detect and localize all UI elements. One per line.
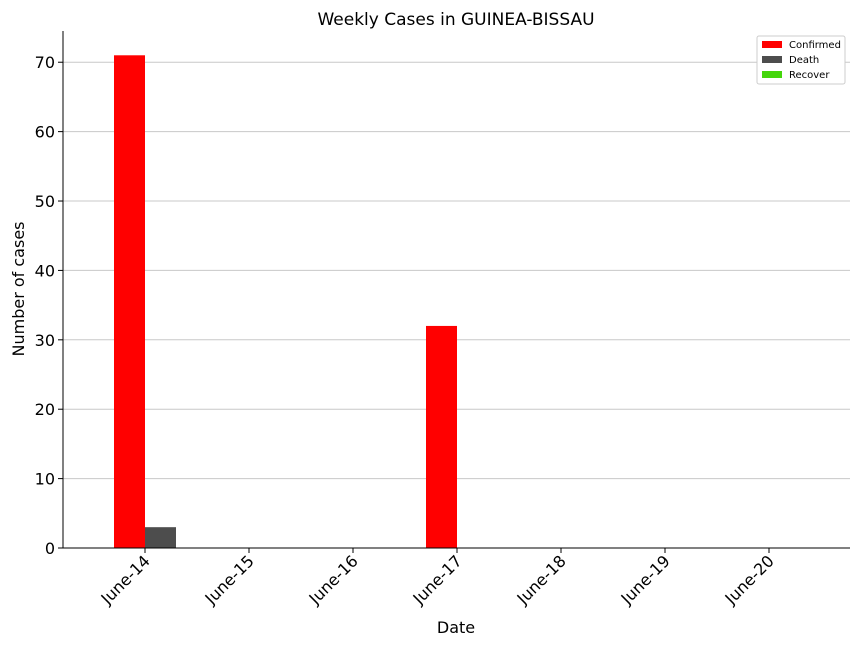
x-tick-label: June-15 xyxy=(201,551,258,608)
bar-confirmed xyxy=(426,325,457,548)
x-tick-label: June-17 xyxy=(409,551,466,608)
legend-swatch-recover xyxy=(762,71,782,78)
legend-label-recover: Recover xyxy=(789,70,830,81)
y-tick-label: 20 xyxy=(35,400,55,419)
y-tick-label: 30 xyxy=(35,331,55,350)
legend-label-confirmed: Confirmed xyxy=(789,40,841,51)
y-tick-label: 10 xyxy=(35,470,55,489)
x-tick-label: June-16 xyxy=(305,551,362,608)
y-ticks: 0 10 20 30 40 50 60 70 xyxy=(35,53,63,558)
y-tick-label: 70 xyxy=(35,53,55,72)
y-tick-label: 60 xyxy=(35,123,55,142)
legend-label-death: Death xyxy=(789,55,819,66)
bar-death xyxy=(145,527,176,548)
x-tick-label: June-20 xyxy=(721,551,778,608)
legend: Confirmed Death Recover xyxy=(756,35,846,85)
bar-confirmed xyxy=(114,55,145,549)
y-tick-label: 50 xyxy=(35,192,55,211)
legend-swatch-confirmed xyxy=(762,41,782,48)
bars xyxy=(114,55,457,549)
y-tick-label: 40 xyxy=(35,261,55,280)
x-tick-label: June-18 xyxy=(513,551,570,608)
x-ticks: June-14 June-15 June-16 June-17 June-18 June-… xyxy=(97,548,778,609)
x-tick-label: June-19 xyxy=(617,551,674,608)
chart-title: Weekly Cases in GUINEA-BISSAU xyxy=(317,10,594,30)
x-axis-title: Date xyxy=(437,618,475,637)
legend-swatch-death xyxy=(762,56,782,63)
y-axis-title: Number of cases xyxy=(9,222,28,357)
x-tick-label: June-14 xyxy=(97,551,154,608)
y-tick-label: 0 xyxy=(45,539,55,558)
